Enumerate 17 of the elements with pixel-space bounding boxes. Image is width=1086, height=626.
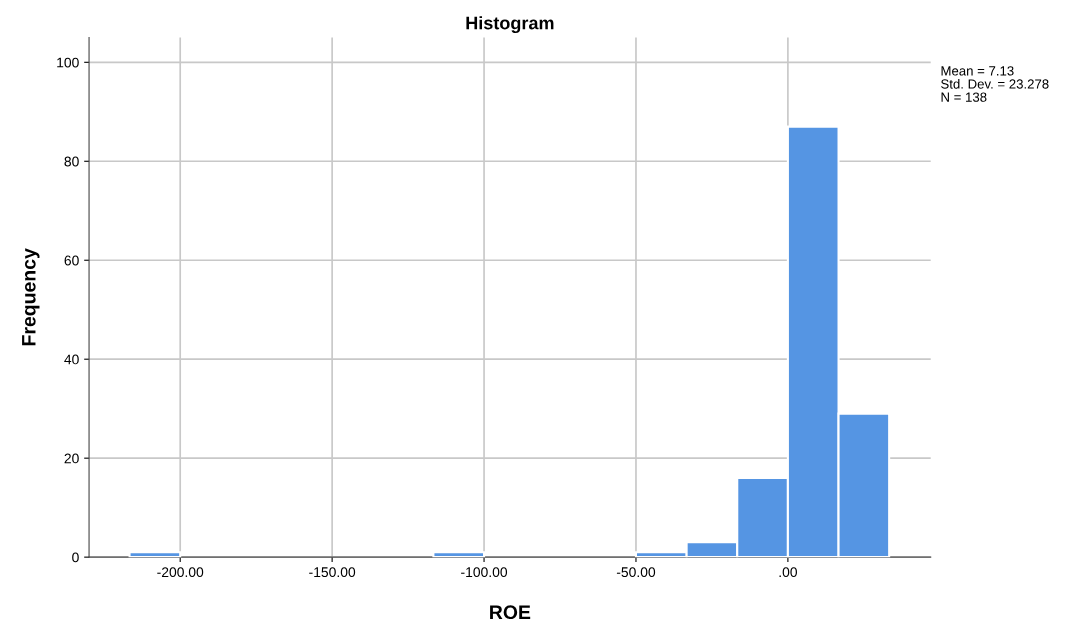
text: Std. Dev. = 23.278 <box>941 78 1049 89</box>
y-tick-label: 0 <box>72 552 79 563</box>
x-tick-label: -50.00 <box>616 567 656 578</box>
y-tick-label: 100 <box>57 57 79 68</box>
x-tick-label: -200.00 <box>157 567 204 578</box>
text: N = 138 <box>941 92 987 102</box>
x-axis-title: ROE <box>490 605 531 620</box>
y-tick-label: 40 <box>64 354 79 365</box>
x-tick-label: -100.00 <box>461 567 508 578</box>
y-axis-title: Frequency <box>22 248 40 346</box>
x-tick-label: -150.00 <box>309 567 356 578</box>
chart-title: Histogram <box>466 16 554 34</box>
y-tick-label: 60 <box>64 255 79 266</box>
text: Mean = 7.13 <box>941 66 1014 76</box>
y-tick-label: 20 <box>64 453 79 464</box>
y-tick-label: 80 <box>64 156 79 167</box>
x-tick-label: .00 <box>779 567 798 578</box>
